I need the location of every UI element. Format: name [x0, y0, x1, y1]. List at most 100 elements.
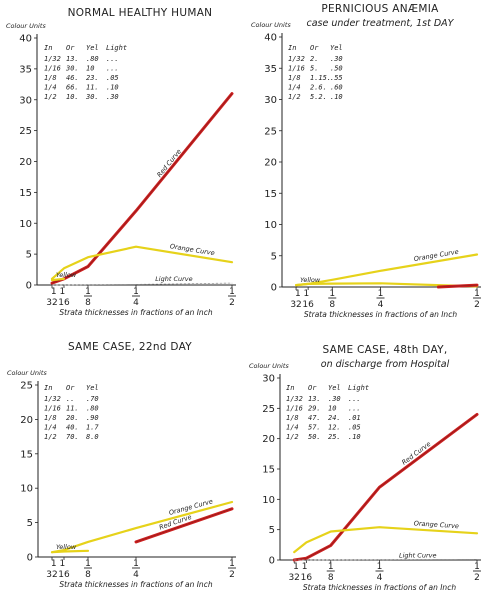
curve-annotation: Light Curve — [155, 275, 192, 283]
table-cell: 47. — [308, 414, 321, 422]
y-tick-label: 20 — [262, 434, 275, 445]
table-cell: .90 — [86, 414, 99, 422]
x-tick-label: 16 — [302, 300, 314, 310]
table-cell: 1/8 — [44, 74, 57, 82]
table-cell: 13. — [308, 395, 321, 403]
table-cell: .30 — [328, 395, 341, 403]
x-tick-label-num: 1 — [474, 562, 480, 572]
x-tick-label: 32 — [288, 573, 299, 583]
table-cell: .30 — [330, 55, 343, 63]
x-tick-numerators: 1 1 — [293, 562, 307, 572]
series-line-orange-curve — [50, 500, 234, 554]
x-tick-label: 1/414 — [375, 562, 384, 583]
table-cell: 1/32 — [286, 395, 303, 403]
table-cell: 23. — [86, 74, 99, 82]
x-tick-label: 1/818 — [326, 562, 335, 583]
table-cell: 2. — [310, 55, 318, 63]
table-cell: 1/4 — [44, 84, 57, 92]
y-tick-label: 25 — [264, 126, 277, 137]
y-tick-label: 30 — [264, 95, 277, 106]
x-tick-label-den: 2 — [474, 573, 480, 583]
table-cell: 57. — [308, 424, 321, 432]
table-cell: .05 — [106, 74, 119, 82]
y-tick-label: 20 — [20, 415, 33, 426]
y-tick-label: 15 — [262, 465, 275, 476]
curve-annotation: Red Curve — [155, 148, 183, 179]
x-axis-label: Strata thicknesses in fractions of an In… — [59, 580, 212, 589]
chart-panel-1: NORMAL HEALTHY HUMAN Colour Units 0 5 10 15 20… — [6, 7, 236, 317]
x-tick-label-den: 8 — [85, 298, 91, 308]
series-line-yellow — [50, 277, 66, 282]
table-cell: .80 — [86, 405, 99, 413]
table-cell: .80 — [86, 55, 99, 63]
table-cell: 30. — [85, 93, 99, 101]
table-cell: .10 — [330, 93, 343, 101]
table-cell: 1/2 — [288, 93, 301, 101]
table-header-cell: In — [44, 384, 52, 392]
curve-annotation: Orange Curve — [414, 519, 460, 530]
y-tick-label: 30 — [262, 374, 275, 385]
chart-subtitle: case under treatment, 1st DAY — [307, 18, 455, 29]
x-tick-numerators: 1 1 — [51, 287, 65, 297]
x-tick-label: 16 — [58, 298, 70, 308]
x-tick-label-num: 1 — [85, 287, 91, 297]
series-outline-red-curve — [294, 414, 478, 561]
table-cell: 1/8 — [44, 414, 57, 422]
series-line-light-curve — [51, 282, 233, 286]
x-tick-label-den: 2 — [229, 298, 235, 308]
y-tick-label: 0 — [271, 283, 277, 294]
table-cell: .10 — [106, 84, 119, 92]
chart-title: PERNICIOUS ANÆMIA — [321, 3, 439, 15]
table-cell: 2.6. — [310, 84, 327, 92]
table-cell: .01 — [348, 414, 361, 422]
table-header-cell: In — [288, 44, 296, 52]
series-line-red-curve — [292, 412, 479, 562]
table-cell: 8.0 — [86, 433, 99, 441]
table-cell: 20. — [66, 414, 79, 422]
table-cell: 1/2 — [44, 433, 57, 441]
x-tick-numerators: 1 1 — [295, 289, 309, 299]
table-header-cell: Yel — [330, 44, 343, 52]
table-cell: 1/16 — [44, 65, 61, 73]
table-cell: 29. — [308, 405, 321, 413]
table-cell: 1/8 — [288, 74, 301, 82]
series-line-yellow — [50, 549, 90, 554]
x-tick-label-num: 1 — [329, 289, 335, 299]
series-line-orange-curve — [50, 245, 234, 280]
curve-annotation: Yellow — [56, 543, 77, 551]
table-header-cell: Or — [310, 44, 319, 52]
table-cell: 1.15. — [310, 74, 331, 82]
table-cell: 13. — [66, 55, 79, 63]
x-tick-label: 32 — [46, 570, 57, 580]
table-cell: 50. — [308, 433, 321, 441]
table-cell: 1.7 — [86, 424, 99, 432]
table-cell: 11. — [66, 405, 79, 413]
table-cell: 30. — [65, 65, 79, 73]
x-tick-label-den: 4 — [378, 300, 384, 310]
table-cell: 1/4 — [288, 84, 301, 92]
table-cell: 1/16 — [288, 65, 305, 73]
table-cell: .70 — [86, 395, 99, 403]
y-tick-label: 5 — [27, 518, 33, 529]
x-tick-label: 1/212 — [228, 559, 236, 580]
table-header-cell: Or — [308, 384, 317, 392]
table-header-cell: In — [44, 44, 52, 52]
y-tick-label: 30 — [19, 95, 32, 106]
table-cell: ... — [348, 395, 361, 403]
table-header-cell: Light — [348, 384, 369, 392]
x-tick-label-num: 1 — [229, 287, 235, 297]
x-tick-label: 1/212 — [228, 287, 236, 308]
table-cell: ... — [106, 65, 119, 73]
y-tick-label: 25 — [20, 381, 33, 392]
table-cell: .60 — [330, 84, 343, 92]
chart-subtitle: on discharge from Hospital — [321, 359, 450, 370]
y-tick-label: 35 — [19, 64, 32, 75]
y-tick-label: 25 — [262, 404, 275, 415]
y-tick-label: 5 — [26, 250, 32, 261]
data-table: In Or Yel Light 1/32 13. .30 ... 1/16 29. 10 ... 1/8… — [286, 384, 369, 441]
x-tick-label-num: 1 — [133, 559, 139, 569]
x-axis-label: Strata thicknesses in fractions of an In… — [59, 308, 212, 317]
curve-annotation: Yellow — [300, 276, 321, 284]
x-tick-label-num: 1 — [133, 287, 139, 297]
